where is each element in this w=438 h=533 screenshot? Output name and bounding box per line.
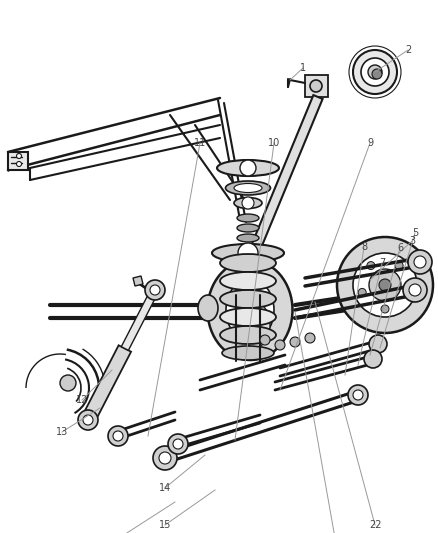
Circle shape — [310, 80, 322, 92]
Circle shape — [242, 197, 254, 209]
Circle shape — [78, 410, 98, 430]
Ellipse shape — [226, 181, 271, 195]
Circle shape — [369, 335, 387, 353]
Ellipse shape — [234, 183, 262, 192]
Ellipse shape — [220, 308, 276, 326]
Circle shape — [240, 160, 256, 176]
Text: 12: 12 — [76, 395, 88, 405]
Circle shape — [358, 288, 366, 296]
Ellipse shape — [237, 214, 259, 222]
Ellipse shape — [351, 287, 369, 309]
Ellipse shape — [234, 198, 262, 208]
Circle shape — [290, 337, 300, 347]
Text: 2: 2 — [405, 45, 411, 55]
Text: 3: 3 — [409, 236, 415, 246]
Circle shape — [367, 262, 375, 270]
Text: 15: 15 — [159, 520, 171, 530]
Circle shape — [60, 375, 76, 391]
Circle shape — [226, 306, 234, 314]
Circle shape — [173, 439, 183, 449]
Circle shape — [337, 237, 433, 333]
Ellipse shape — [237, 234, 259, 242]
Ellipse shape — [220, 290, 276, 308]
Circle shape — [17, 161, 21, 166]
Text: 13: 13 — [56, 427, 68, 437]
Circle shape — [361, 58, 389, 86]
Ellipse shape — [240, 303, 270, 348]
Circle shape — [238, 243, 258, 263]
Circle shape — [353, 253, 417, 317]
Circle shape — [221, 301, 239, 319]
Ellipse shape — [226, 279, 274, 341]
Circle shape — [159, 452, 171, 464]
Text: 14: 14 — [159, 483, 171, 493]
Ellipse shape — [220, 272, 276, 290]
Circle shape — [372, 69, 382, 79]
Text: 8: 8 — [361, 242, 367, 252]
Circle shape — [168, 434, 188, 454]
Circle shape — [275, 340, 285, 350]
Ellipse shape — [217, 160, 279, 176]
Circle shape — [353, 390, 363, 400]
Text: 5: 5 — [412, 228, 418, 238]
Circle shape — [409, 284, 421, 296]
Text: 10: 10 — [268, 138, 280, 148]
Text: 11: 11 — [194, 138, 206, 148]
Polygon shape — [121, 288, 159, 350]
Circle shape — [403, 278, 427, 302]
Ellipse shape — [222, 346, 274, 360]
Circle shape — [108, 426, 128, 446]
Circle shape — [364, 350, 382, 368]
Text: 1: 1 — [300, 63, 306, 73]
Ellipse shape — [237, 224, 259, 232]
Polygon shape — [82, 345, 131, 423]
Ellipse shape — [212, 244, 284, 262]
Circle shape — [260, 335, 270, 345]
Circle shape — [113, 431, 123, 441]
Circle shape — [381, 305, 389, 313]
Circle shape — [145, 280, 165, 300]
Circle shape — [414, 256, 426, 268]
Circle shape — [17, 154, 21, 158]
Polygon shape — [8, 152, 28, 170]
Ellipse shape — [198, 295, 218, 321]
Circle shape — [369, 269, 401, 301]
Ellipse shape — [220, 326, 276, 344]
Circle shape — [404, 288, 412, 296]
Text: 7: 7 — [379, 258, 385, 268]
Circle shape — [368, 65, 382, 79]
Ellipse shape — [208, 260, 293, 360]
Polygon shape — [226, 95, 323, 312]
Polygon shape — [133, 276, 143, 286]
Polygon shape — [305, 75, 328, 97]
Circle shape — [395, 262, 403, 270]
Text: 22: 22 — [369, 520, 381, 530]
Circle shape — [150, 285, 160, 295]
Circle shape — [153, 446, 177, 470]
Circle shape — [353, 50, 397, 94]
Text: 9: 9 — [367, 138, 373, 148]
Circle shape — [379, 279, 391, 291]
Circle shape — [305, 333, 315, 343]
Circle shape — [408, 250, 432, 274]
Circle shape — [348, 385, 368, 405]
Text: 6: 6 — [397, 243, 403, 253]
Ellipse shape — [220, 254, 276, 272]
Circle shape — [83, 415, 93, 425]
